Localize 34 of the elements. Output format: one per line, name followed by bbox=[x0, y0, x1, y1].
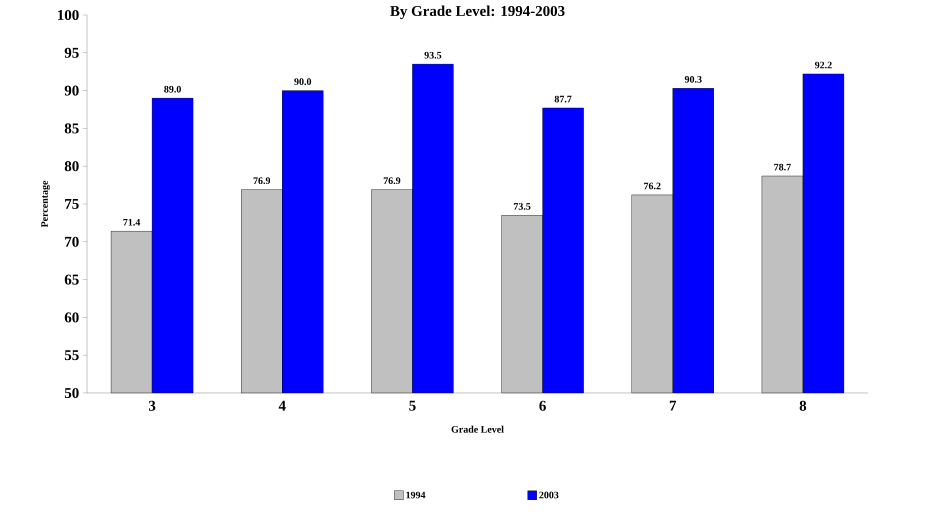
y-tick-label: 50 bbox=[64, 388, 79, 398]
data-label: 87.7 bbox=[554, 96, 572, 102]
y-tick-label: 65 bbox=[64, 274, 79, 285]
y-tick-label: 55 bbox=[64, 350, 79, 360]
data-label: 92.2 bbox=[814, 62, 832, 68]
y-tick-label: 100 bbox=[58, 10, 79, 20]
y-tick-label: 80 bbox=[64, 161, 79, 172]
y-tick-label: 90 bbox=[64, 86, 79, 96]
data-label: 76.9 bbox=[384, 177, 400, 184]
y-tick-label: 60 bbox=[64, 312, 79, 322]
legend-label: 2003 bbox=[539, 492, 558, 498]
data-label: 93.5 bbox=[424, 52, 442, 59]
data-label: 76.2 bbox=[644, 182, 661, 190]
data-label: 73.5 bbox=[514, 203, 530, 210]
y-tick-label: 95 bbox=[64, 48, 79, 58]
data-label: 76.9 bbox=[254, 177, 270, 184]
y-tick-label: 70 bbox=[65, 236, 79, 247]
data-label: 89.0 bbox=[164, 86, 181, 93]
legend-label: 1994 bbox=[406, 492, 426, 498]
y-tick-label: 75 bbox=[65, 199, 79, 209]
y-tick-label: 85 bbox=[64, 123, 79, 134]
data-label: 78.7 bbox=[774, 164, 791, 170]
x-axis-title: Grade Level bbox=[452, 426, 504, 433]
y-axis-title: Percentage bbox=[41, 180, 50, 228]
x-tick-label: 8 bbox=[800, 400, 806, 411]
data-label: 90.0 bbox=[294, 78, 312, 86]
data-label: 71.4 bbox=[123, 218, 140, 226]
data-label: 90.3 bbox=[684, 76, 702, 83]
x-tick-label: 3 bbox=[148, 400, 156, 411]
x-tick-label: 7 bbox=[670, 400, 676, 411]
x-tick-label: 6 bbox=[539, 400, 546, 411]
x-tick-label: 4 bbox=[278, 400, 286, 411]
x-tick-label: 5 bbox=[409, 400, 416, 411]
chart-title: By Grade Level: 1994-2003 bbox=[390, 6, 565, 20]
